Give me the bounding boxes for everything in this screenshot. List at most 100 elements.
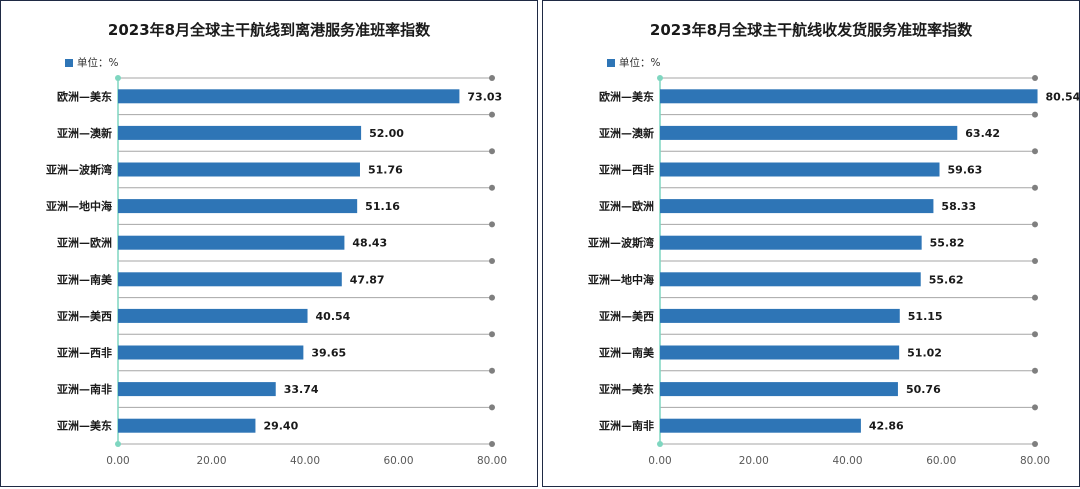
x-tick-label: 40.00 xyxy=(832,455,862,467)
bar xyxy=(118,382,276,397)
bar xyxy=(118,418,256,433)
gridline-end-dot xyxy=(1032,184,1038,191)
data-label: 52.00 xyxy=(369,127,404,140)
category-label: 亚洲—波斯湾 xyxy=(46,163,112,177)
x-tick-label: 40.00 xyxy=(290,455,320,467)
data-label: 51.15 xyxy=(908,310,943,323)
data-label: 33.74 xyxy=(284,383,319,396)
gridline-end-dot xyxy=(489,331,495,338)
x-tick-label: 80.00 xyxy=(1020,455,1050,467)
bar xyxy=(660,162,940,177)
bar xyxy=(660,235,922,250)
gridline-end-dot xyxy=(489,258,495,264)
chart-title: 2023年8月全球主干航线到离港服务准班率指数 xyxy=(107,21,431,39)
gridline-end-dot xyxy=(489,111,495,118)
bar xyxy=(660,418,861,433)
gridline-end-dot xyxy=(489,404,495,411)
gridline-end-dot xyxy=(489,221,495,228)
data-label: 55.82 xyxy=(930,237,965,250)
bar xyxy=(118,345,304,360)
category-label: 亚洲—波斯湾 xyxy=(588,236,654,250)
gridline-end-dot xyxy=(1032,111,1038,118)
bar xyxy=(660,272,921,287)
chart-title: 2023年8月全球主干航线收发货服务准班率指数 xyxy=(649,21,973,39)
legend: 单位：% xyxy=(65,55,118,70)
gridline-end-dot xyxy=(489,441,495,447)
data-label: 58.33 xyxy=(941,200,976,213)
category-label: 亚洲—欧洲 xyxy=(599,199,654,213)
legend-label: 单位：% xyxy=(619,57,661,69)
data-label: 51.02 xyxy=(907,347,942,360)
category-label: 亚洲—美西 xyxy=(57,309,112,323)
category-label: 亚洲—美东 xyxy=(57,419,112,433)
category-label: 欧洲—美东 xyxy=(57,89,112,103)
bar xyxy=(118,199,358,214)
x-tick-label: 20.00 xyxy=(196,455,226,467)
gridline-end-dot xyxy=(1032,148,1038,155)
legend-swatch xyxy=(607,58,615,67)
gridline-end-dot xyxy=(489,148,495,155)
gridline-end-dot xyxy=(489,367,495,374)
x-tick-label: 0.00 xyxy=(648,455,671,467)
data-label: 48.43 xyxy=(352,237,387,250)
bar xyxy=(118,89,460,104)
bar xyxy=(660,89,1038,104)
gridline-end-dot xyxy=(1032,404,1038,411)
data-label: 40.54 xyxy=(316,310,351,323)
gridline-end-dot xyxy=(1032,367,1038,374)
gridline-end-dot xyxy=(489,294,495,301)
chart-panel-left: 2023年8月全球主干航线到离港服务准班率指数 单位：% 欧洲—美东 73.03 亚… xyxy=(0,0,538,487)
data-label: 55.62 xyxy=(929,273,964,286)
category-label: 亚洲—澳新 xyxy=(57,126,112,140)
bar xyxy=(660,125,958,140)
bar xyxy=(118,272,342,287)
data-label: 63.42 xyxy=(965,127,1000,140)
category-label: 亚洲—南美 xyxy=(57,272,113,286)
data-label: 80.54 xyxy=(1046,90,1079,103)
x-tick-label: 80.00 xyxy=(477,455,507,467)
bar xyxy=(118,308,308,323)
gridline-end-dot xyxy=(1032,258,1038,264)
category-label: 亚洲—南非 xyxy=(599,419,654,433)
legend-label: 单位：% xyxy=(77,57,119,69)
chart-panel-right: 2023年8月全球主干航线收发货服务准班率指数 单位：% 欧洲—美东 80.54 亚… xyxy=(542,0,1080,487)
data-label: 51.76 xyxy=(368,164,403,177)
x-tick-label: 60.00 xyxy=(383,455,413,467)
gridline-end-dot xyxy=(1032,331,1038,338)
category-label: 亚洲—南非 xyxy=(57,382,112,396)
bar xyxy=(660,382,898,397)
bar xyxy=(660,199,934,214)
gridline-end-dot xyxy=(489,75,495,81)
gridline-end-dot xyxy=(1032,441,1038,447)
axis-end-dot xyxy=(115,441,121,447)
x-tick-label: 20.00 xyxy=(739,455,769,467)
data-label: 51.16 xyxy=(365,200,400,213)
data-label: 73.03 xyxy=(467,90,502,103)
bar xyxy=(660,308,900,323)
bar xyxy=(118,162,360,177)
gridline-end-dot xyxy=(489,184,495,191)
data-label: 59.63 xyxy=(948,164,983,177)
x-tick-label: 0.00 xyxy=(106,455,129,467)
category-label: 亚洲—地中海 xyxy=(588,272,654,286)
gridline-end-dot xyxy=(1032,75,1038,81)
gridline-end-dot xyxy=(1032,294,1038,301)
bar xyxy=(118,125,362,140)
data-label: 39.65 xyxy=(311,347,346,360)
legend-swatch xyxy=(65,58,73,67)
axis-end-dot xyxy=(115,75,121,81)
axis-end-dot xyxy=(657,75,663,81)
category-label: 亚洲—西非 xyxy=(57,346,112,360)
data-label: 50.76 xyxy=(906,383,941,396)
category-label: 亚洲—西非 xyxy=(599,163,654,177)
data-label: 29.40 xyxy=(263,420,298,433)
bar xyxy=(118,235,345,250)
x-tick-label: 60.00 xyxy=(926,455,956,467)
bar xyxy=(660,345,900,360)
category-label: 亚洲—澳新 xyxy=(599,126,654,140)
bar-chart-left: 欧洲—美东 73.03 亚洲—澳新 52.00 亚洲—波斯湾 51.76 亚洲—地中海 51.… xyxy=(46,75,507,467)
category-label: 亚洲—欧洲 xyxy=(57,236,112,250)
category-label: 欧洲—美东 xyxy=(599,89,654,103)
gridline-end-dot xyxy=(1032,221,1038,228)
data-label: 42.86 xyxy=(869,420,904,433)
